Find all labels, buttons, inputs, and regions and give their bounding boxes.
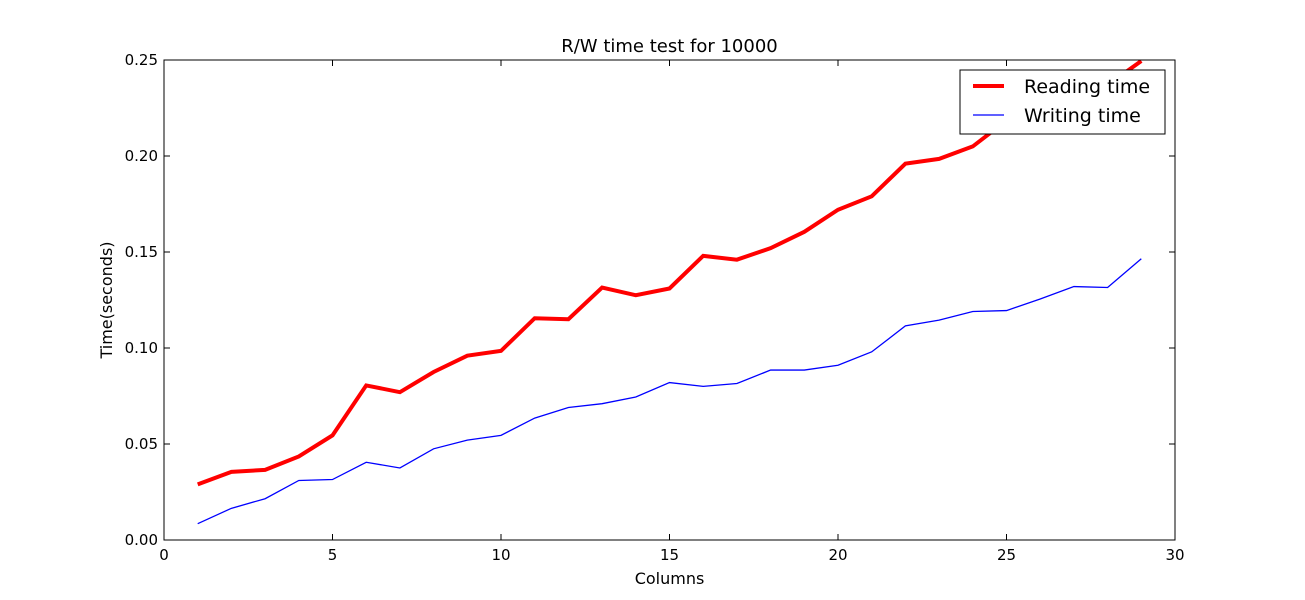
y-tick-label: 0.05 xyxy=(125,435,158,453)
y-tick-label: 0.15 xyxy=(125,243,158,261)
plot-lines xyxy=(197,60,1143,525)
axis-ticks xyxy=(163,59,1176,541)
y-tick-label: 0.20 xyxy=(125,147,158,165)
legend: Reading time Writing time xyxy=(959,69,1166,135)
x-tick-label: 10 xyxy=(491,546,510,564)
x-tick-label: 0 xyxy=(159,546,169,564)
x-tick-label: 30 xyxy=(1165,546,1184,564)
x-tick-label: 20 xyxy=(828,546,847,564)
y-tick-label: 0.10 xyxy=(125,339,158,357)
axis-tick-labels: 0 5 10 15 20 25 30 0.00 0.05 0.10 0.15 0.20 0.25 xyxy=(125,51,1185,564)
y-axis-label: Time(seconds) xyxy=(97,241,116,359)
series-line-1 xyxy=(197,60,1143,487)
y-tick-label: 0.00 xyxy=(125,531,158,549)
x-tick-label: 25 xyxy=(997,546,1016,564)
x-tick-label: 5 xyxy=(328,546,338,564)
x-tick-label: 15 xyxy=(660,546,679,564)
chart-title: R/W time test for 10000 xyxy=(561,36,778,57)
legend-label-2: Writing time xyxy=(1024,105,1141,127)
legend-frame xyxy=(959,69,1166,135)
x-axis-label: Columns xyxy=(635,569,705,588)
legend-label-1: Reading time xyxy=(1024,76,1150,98)
series-line-2 xyxy=(197,258,1142,525)
y-tick-label: 0.25 xyxy=(125,51,158,69)
